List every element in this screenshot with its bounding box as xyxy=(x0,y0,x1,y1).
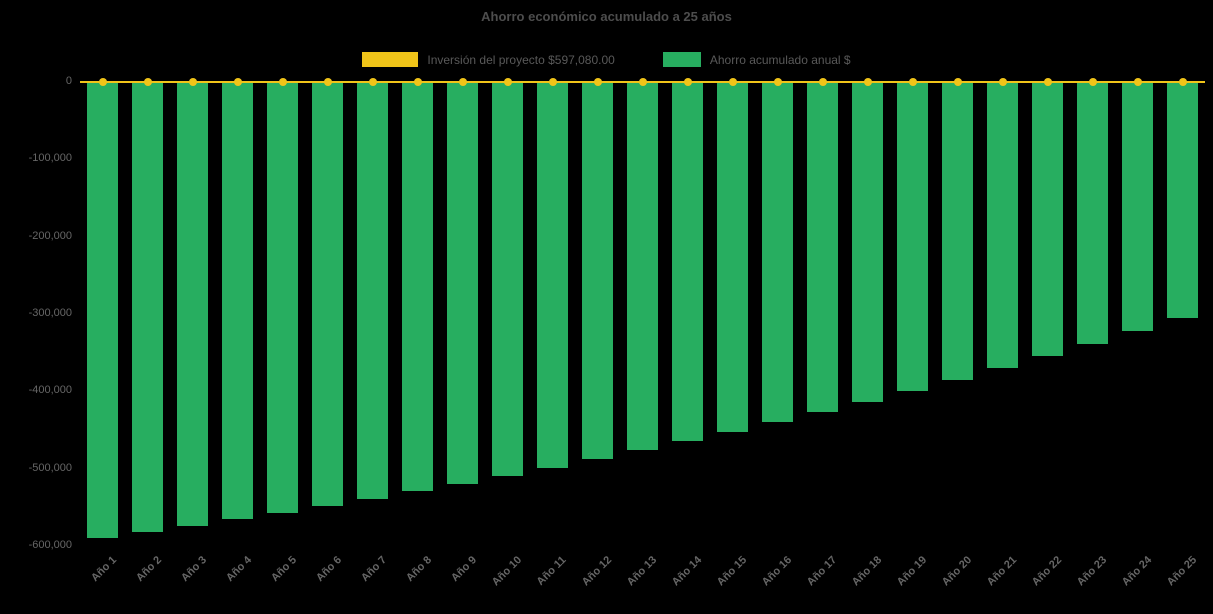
x-axis-label: Año 23 xyxy=(1074,554,1109,589)
line-marker[interactable] xyxy=(143,78,152,86)
line-marker[interactable] xyxy=(368,78,377,86)
legend-item-investment[interactable]: Inversión del proyecto $597,080.00 xyxy=(362,52,615,67)
x-axis-label: Año 16 xyxy=(759,554,794,589)
x-axis-label: Año 19 xyxy=(894,554,929,589)
line-marker[interactable] xyxy=(1088,78,1097,86)
bar-año-20[interactable] xyxy=(942,82,973,380)
line-marker[interactable] xyxy=(188,78,197,86)
line-marker[interactable] xyxy=(683,78,692,86)
line-marker[interactable] xyxy=(1178,78,1187,86)
y-axis-label: -100,000 xyxy=(28,152,72,165)
line-marker[interactable] xyxy=(998,78,1007,86)
bar-año-1[interactable] xyxy=(87,82,118,538)
bar-año-24[interactable] xyxy=(1122,82,1153,332)
x-axis-label: Año 7 xyxy=(358,554,389,585)
line-marker[interactable] xyxy=(278,78,287,86)
line-marker[interactable] xyxy=(953,78,962,86)
plot-area: Año 1 Año 2 Año 3 Año 4 Año 5 Año 6 Año 7 Año 8… xyxy=(80,78,1205,588)
x-axis-label: Año 3 xyxy=(178,554,209,585)
y-axis-label: 0 xyxy=(65,75,72,87)
bar-año-17[interactable] xyxy=(807,82,838,413)
legend-label-savings: Ahorro acumulado anual $ xyxy=(709,52,851,67)
y-axis-label: -300,000 xyxy=(28,307,72,319)
line-marker[interactable] xyxy=(773,78,782,86)
y-axis-label: -400,000 xyxy=(28,384,72,397)
line-marker[interactable] xyxy=(818,78,827,86)
x-axis: Año 1 Año 2 Año 3 Año 4 Año 5 Año 6 Año 7 Año 8… xyxy=(80,554,1205,614)
line-marker[interactable] xyxy=(1133,78,1142,86)
line-marker[interactable] xyxy=(98,78,107,86)
bar-año-7[interactable] xyxy=(357,82,388,499)
line-marker[interactable] xyxy=(548,78,557,86)
x-axis-label: Año 1 xyxy=(88,554,119,585)
bar-año-5[interactable] xyxy=(267,82,298,513)
line-marker[interactable] xyxy=(458,78,467,86)
bar-año-18[interactable] xyxy=(852,82,883,402)
bar-año-21[interactable] xyxy=(987,82,1018,369)
legend-item-savings[interactable]: Ahorro acumulado anual $ xyxy=(662,52,851,67)
x-axis-label: Año 13 xyxy=(624,554,659,589)
legend: Inversión del proyecto $597,080.00 Ahorr… xyxy=(0,52,1213,67)
line-marker[interactable] xyxy=(503,78,512,86)
bar-año-11[interactable] xyxy=(537,82,568,468)
bar-año-19[interactable] xyxy=(897,82,928,391)
legend-label-investment: Inversión del proyecto $597,080.00 xyxy=(427,52,615,67)
bar-año-13[interactable] xyxy=(627,82,658,451)
line-marker[interactable] xyxy=(233,78,242,86)
bar-año-15[interactable] xyxy=(717,82,748,432)
legend-swatch-investment-icon xyxy=(362,52,419,67)
x-axis-label: Año 11 xyxy=(534,554,569,588)
bar-series xyxy=(80,82,1205,546)
bar-año-2[interactable] xyxy=(132,82,163,532)
x-axis-label: Año 12 xyxy=(579,554,614,589)
y-axis-label: -600,000 xyxy=(28,539,72,551)
x-axis-label: Año 6 xyxy=(313,554,344,585)
x-axis-label: Año 17 xyxy=(804,554,839,589)
line-marker[interactable] xyxy=(908,78,917,86)
chart-title: Ahorro económico acumulado a 25 años xyxy=(481,9,732,24)
bar-año-8[interactable] xyxy=(402,82,433,492)
bar-año-3[interactable] xyxy=(177,82,208,526)
x-axis-label: Año 5 xyxy=(268,554,299,585)
x-axis-label: Año 14 xyxy=(669,554,704,589)
bar-año-6[interactable] xyxy=(312,82,343,506)
x-axis-label: Año 20 xyxy=(939,554,974,589)
x-axis-label: Año 25 xyxy=(1164,554,1199,589)
legend-swatch-savings-icon xyxy=(662,52,701,67)
line-marker[interactable] xyxy=(638,78,647,86)
bar-año-25[interactable] xyxy=(1167,82,1198,318)
bar-año-14[interactable] xyxy=(672,82,703,442)
x-axis-label: Año 10 xyxy=(489,554,524,589)
bar-año-12[interactable] xyxy=(582,82,613,460)
bar-año-23[interactable] xyxy=(1077,82,1108,344)
bar-año-22[interactable] xyxy=(1032,82,1063,357)
x-axis-label: Año 24 xyxy=(1119,554,1154,589)
x-axis-label: Año 15 xyxy=(714,554,749,589)
y-axis-label: -200,000 xyxy=(28,229,72,242)
line-marker[interactable] xyxy=(728,78,737,86)
y-axis: 0 -100,000 -200,000 -300,000 -400,000 -500,00… xyxy=(0,75,72,551)
y-axis-label: -500,000 xyxy=(28,461,72,474)
bar-año-9[interactable] xyxy=(447,82,478,484)
line-marker[interactable] xyxy=(1043,78,1052,86)
line-marker[interactable] xyxy=(863,78,872,86)
bar-año-16[interactable] xyxy=(762,82,793,423)
x-axis-label: Año 4 xyxy=(223,554,254,585)
x-axis-label: Año 9 xyxy=(448,554,479,585)
bar-año-10[interactable] xyxy=(492,82,523,476)
x-axis-label: Año 22 xyxy=(1029,554,1064,589)
x-axis-label: Año 8 xyxy=(403,554,434,585)
line-marker[interactable] xyxy=(593,78,602,86)
x-axis-label: Año 18 xyxy=(849,554,884,589)
line-marker[interactable] xyxy=(413,78,422,86)
bar-año-4[interactable] xyxy=(222,82,253,520)
x-axis-label: Año 21 xyxy=(984,554,1019,589)
x-axis-label: Año 2 xyxy=(133,554,164,585)
line-marker[interactable] xyxy=(323,78,332,86)
